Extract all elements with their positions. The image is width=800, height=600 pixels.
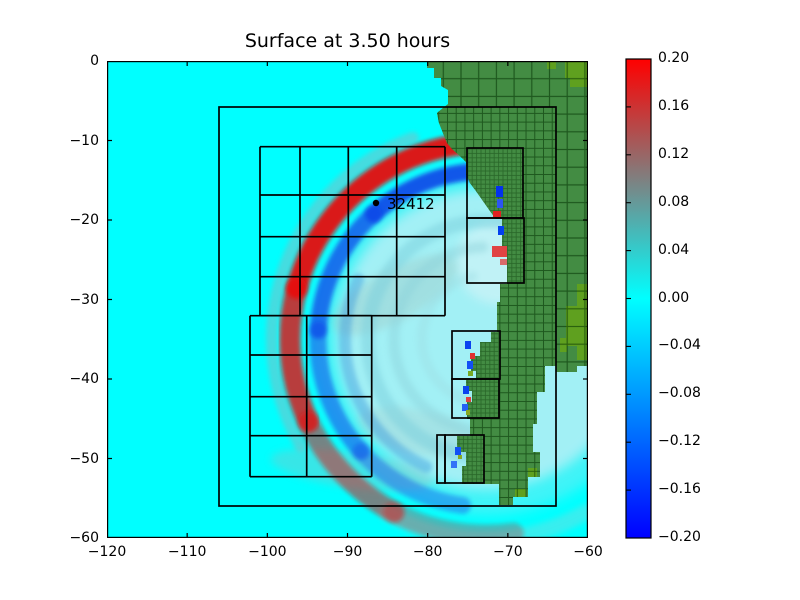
colorbar-tick-label: −0.12 [658, 433, 701, 450]
colorbar [625, 58, 652, 539]
gauge-marker [372, 199, 380, 207]
colorbar-tick-label: 0.20 [658, 50, 690, 66]
x-axis-tick-label: −70 [493, 544, 523, 560]
map-plot: 32412 [107, 61, 588, 538]
amr-coastal-patch [444, 434, 485, 484]
gauge-label: 32412 [387, 195, 435, 213]
y-axis-tick-label: −50 [69, 450, 99, 467]
y-axis-tick-label: −40 [69, 371, 99, 387]
amr-coastal-patch [466, 217, 525, 284]
colorbar-tick-label: −0.20 [658, 529, 701, 545]
colorbar-tick-label: 0.16 [658, 97, 690, 114]
y-axis-tick-label: 0 [90, 53, 99, 69]
amr-outer-patch [218, 106, 557, 507]
axes-frame [107, 61, 588, 538]
x-axis-tick-label: −110 [167, 544, 207, 560]
amr-coastal-patch [451, 378, 500, 419]
y-axis-tick-label: −20 [69, 212, 99, 228]
amr-patches [218, 106, 557, 507]
x-axis-tick-label: −90 [332, 544, 363, 560]
x-axis-tick-label: −120 [87, 544, 127, 560]
colorbar-tick-label: 0.12 [658, 145, 690, 162]
colorbar-tick-label: −0.04 [658, 337, 701, 354]
colorbar-tick-label: −0.08 [658, 385, 701, 402]
plot-title: Surface at 3.50 hours [244, 30, 451, 52]
colorbar-tick-label: −0.16 [658, 481, 701, 498]
colorbar-tick-label: 0.08 [658, 193, 690, 210]
x-axis-tick-label: −100 [248, 544, 287, 560]
y-axis-tick-label: −60 [69, 530, 99, 546]
y-axis-tick-label: −10 [69, 132, 99, 149]
colorbar-tick-label: 0.00 [658, 289, 690, 306]
coastal-wave-detail [451, 186, 507, 468]
colorbar-tick-label: 0.04 [658, 241, 690, 258]
x-axis-tick-label: −80 [412, 544, 443, 560]
x-axis-tick-label: −60 [573, 544, 603, 560]
y-axis-tick-label: −30 [69, 291, 99, 308]
